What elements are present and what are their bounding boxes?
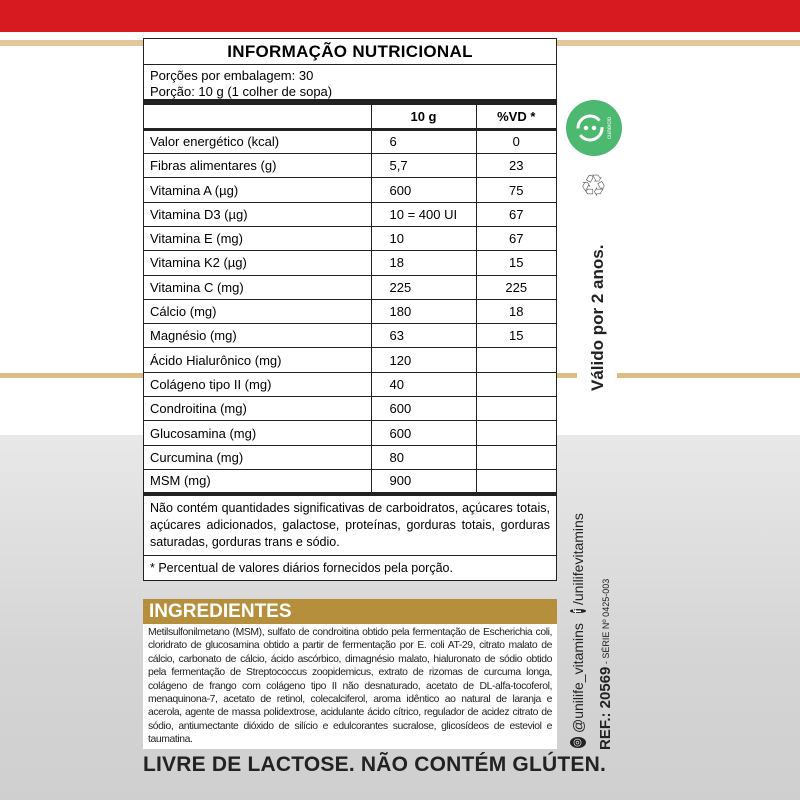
nutrient-dv: 15 <box>475 250 556 276</box>
portion-info: Porções por embalagem: 30 Porção: 10 g (… <box>144 65 556 105</box>
nutrient-dv: 23 <box>475 153 556 179</box>
allergen-statement: LIVRE DE LACTOSE. NÃO CONTÉM GLÚTEN. <box>143 752 606 776</box>
table-row: Vitamina E (mg) 10 67 <box>144 226 556 252</box>
facebook-handle: /unilifevitamins <box>570 513 586 606</box>
ingredients-title: INGREDIENTES <box>143 599 557 624</box>
nutrient-dv: 15 <box>475 323 556 349</box>
col-header-amount: 10 g <box>370 105 476 131</box>
serie-number: - SÉRIE Nº 0425-003 <box>601 578 611 667</box>
table-header: 10 g %VD * <box>144 105 556 131</box>
nutrient-dv: 75 <box>475 177 556 203</box>
nutrient-amount: 63 <box>370 323 476 349</box>
nutrient-amount: 600 <box>370 177 476 203</box>
table-row: Vitamina A (µg) 600 75 <box>144 177 556 203</box>
table-row: Colágeno tipo II (mg) 40 <box>144 372 556 398</box>
table-row: Vitamina D3 (µg) 10 = 400 UI 67 <box>144 202 556 227</box>
nutrition-facts-table: INFORMAÇÃO NUTRICIONAL Porções por embal… <box>143 38 557 581</box>
nutrient-dv <box>475 372 556 398</box>
table-row: Cálcio (mg) 180 18 <box>144 299 556 325</box>
nutrient-dv <box>475 469 556 496</box>
nutrient-dv: 0 <box>475 129 556 155</box>
seal-label: cuneiclo <box>607 117 613 140</box>
nutrient-name: Magnésio (mg) <box>144 323 371 349</box>
footnote: * Percentual de valores diários fornecid… <box>150 560 453 575</box>
nutrient-name: Curcumina (mg) <box>144 445 371 470</box>
nutrient-amount: 120 <box>370 347 476 373</box>
nutrient-dv: 225 <box>475 275 556 300</box>
nutrient-amount: 600 <box>370 396 476 422</box>
table-title: INFORMAÇÃO NUTRICIONAL <box>144 39 556 65</box>
nutrient-amount: 6 <box>370 129 476 155</box>
reference: REF.: 20569 - SÉRIE Nº 0425-003 <box>597 578 614 750</box>
nutrient-dv: 67 <box>475 202 556 227</box>
table-row: Glucosamina (mg) 600 <box>144 420 556 446</box>
nutrient-name: Fibras alimentares (g) <box>144 153 371 179</box>
portions-per-package: Porções por embalagem: 30 <box>150 68 314 83</box>
red-band <box>0 0 800 32</box>
facebook-icon: f <box>570 609 586 614</box>
table-row: Magnésio (mg) 63 15 <box>144 323 556 349</box>
nutrient-dv <box>475 420 556 446</box>
nutrient-name: Vitamina K2 (µg) <box>144 250 371 276</box>
validity: Válido por 2 anos. <box>588 244 607 392</box>
nutrient-amount: 180 <box>370 299 476 325</box>
nutrient-amount: 10 <box>370 226 476 252</box>
nutrient-name: Condroitina (mg) <box>144 396 371 422</box>
nutrient-dv: 18 <box>475 299 556 325</box>
col-header-dv: %VD * <box>475 105 556 131</box>
nutrient-name: MSM (mg) <box>144 469 371 496</box>
nutrient-name: Vitamina D3 (µg) <box>144 202 371 227</box>
portion-size: Porção: 10 g (1 colher de sopa) <box>150 84 333 99</box>
table-row: Condroitina (mg) 600 <box>144 396 556 422</box>
instagram-icon: ◎ <box>570 737 586 748</box>
ingredients-text: Metilsulfonilmetano (MSM), sulfato de co… <box>143 624 557 749</box>
nutrient-name: Valor energético (kcal) <box>144 129 371 155</box>
note: Não contém quantidades significativas de… <box>144 496 556 556</box>
table-row: Ácido Hialurônico (mg) 120 <box>144 347 556 373</box>
nutrient-name: Ácido Hialurônico (mg) <box>144 347 371 373</box>
table-row: Vitamina C (mg) 225 225 <box>144 275 556 300</box>
nutrient-amount: 600 <box>370 420 476 446</box>
table-row: Valor energético (kcal) 6 0 <box>144 129 556 155</box>
social-links: ◎ @unilife_vitamins f /unilifevitamins <box>570 514 586 748</box>
nutrient-name: Vitamina C (mg) <box>144 275 371 300</box>
nutrient-amount: 10 = 400 UI <box>370 202 476 227</box>
nutrient-dv <box>475 445 556 470</box>
nutrient-dv <box>475 396 556 422</box>
recycle-icon: ♲ <box>580 170 607 203</box>
nutrient-name: Vitamina A (µg) <box>144 177 371 203</box>
gold-stripe <box>557 373 577 378</box>
nutrient-table: 10 g %VD * Valor energético (kcal) 6 0 Fibr… <box>144 105 556 496</box>
nutrient-name: Vitamina E (mg) <box>144 226 371 252</box>
nutrient-amount: 5,7 <box>370 153 476 179</box>
recycle-seal-icon: cuneiclo <box>566 100 622 156</box>
instagram-handle: @unilife_vitamins <box>570 623 586 733</box>
table-row: Fibras alimentares (g) 5,7 23 <box>144 153 556 179</box>
gold-stripe <box>617 373 800 378</box>
nutrient-amount: 40 <box>370 372 476 398</box>
nutrient-dv: 67 <box>475 226 556 252</box>
table-row: Curcumina (mg) 80 <box>144 445 556 470</box>
nutrient-name: Cálcio (mg) <box>144 299 371 325</box>
nutrient-amount: 225 <box>370 275 476 300</box>
nutrient-amount: 900 <box>370 469 476 496</box>
ingredients-section: INGREDIENTES Metilsulfonilmetano (MSM), … <box>143 599 606 777</box>
nutrient-amount: 80 <box>370 445 476 470</box>
table-row: Vitamina K2 (µg) 18 15 <box>144 250 556 276</box>
table-row: MSM (mg) 900 <box>144 469 556 496</box>
nutrient-amount: 18 <box>370 250 476 276</box>
nutrient-name: Colágeno tipo II (mg) <box>144 372 371 398</box>
gold-stripe <box>0 373 143 378</box>
nutrient-name: Glucosamina (mg) <box>144 420 371 446</box>
nutrient-dv <box>475 347 556 373</box>
